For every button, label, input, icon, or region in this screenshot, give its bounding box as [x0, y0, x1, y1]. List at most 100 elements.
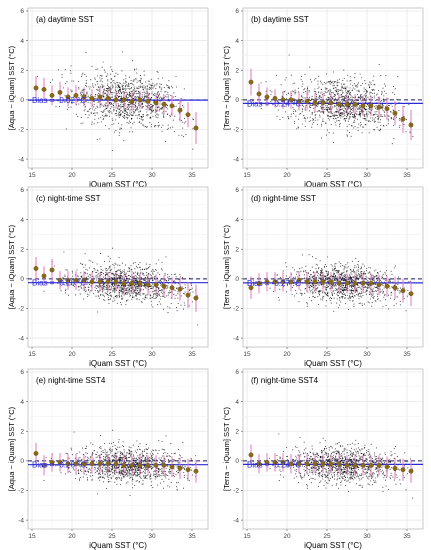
scatter-point	[360, 278, 362, 280]
scatter-point	[113, 297, 115, 299]
scatter-point	[155, 269, 157, 271]
scatter-point	[154, 297, 156, 300]
scatter-point	[365, 97, 367, 99]
scatter-point	[308, 90, 310, 92]
scatter-point	[352, 269, 355, 271]
scatter-point	[129, 293, 131, 295]
scatter-point	[319, 100, 321, 102]
scatter-point	[108, 294, 110, 296]
scatter-point	[103, 118, 105, 120]
scatter-point	[111, 106, 113, 108]
scatter-point	[399, 124, 401, 127]
scatter-point	[95, 276, 97, 278]
scatter-point	[110, 66, 112, 68]
scatter-point	[84, 291, 87, 293]
x-tick-label: 30	[363, 172, 371, 179]
scatter-point	[352, 87, 354, 89]
scatter-point	[119, 295, 121, 297]
scatter-point	[337, 291, 339, 293]
scatter-point	[292, 276, 294, 278]
scatter-point	[75, 113, 77, 115]
scatter-point	[352, 98, 354, 100]
scatter-point	[152, 279, 154, 281]
scatter-point	[161, 269, 163, 271]
scatter-point	[330, 264, 332, 266]
scatter-point	[320, 96, 322, 98]
scatter-point	[359, 112, 361, 114]
scatter-point	[126, 284, 128, 287]
scatter-point	[179, 276, 181, 278]
scatter-point	[127, 108, 130, 110]
scatter-point	[315, 78, 317, 80]
scatter-point	[379, 130, 381, 132]
scatter-point	[349, 280, 351, 282]
scatter-point	[71, 270, 73, 272]
scatter-point	[294, 92, 296, 94]
scatter-point	[348, 116, 351, 118]
scatter-point	[328, 273, 330, 275]
scatter-point	[357, 269, 359, 271]
binned-mean-point	[408, 291, 414, 297]
scatter-point	[79, 293, 81, 295]
scatter-point	[340, 292, 342, 294]
scatter-point	[327, 103, 329, 105]
scatter-point	[351, 107, 353, 110]
scatter-point	[120, 280, 122, 282]
scatter-point	[157, 304, 159, 306]
scatter-point	[151, 461, 153, 463]
scatter-point	[343, 289, 346, 291]
scatter-point	[363, 98, 365, 100]
scatter-point	[356, 110, 358, 112]
scatter-point	[100, 293, 102, 296]
scatter-point	[126, 111, 128, 113]
scatter-point	[368, 101, 370, 104]
scatter-point	[126, 276, 128, 278]
scatter-point	[108, 287, 110, 289]
scatter-point	[78, 289, 80, 291]
scatter-point	[336, 289, 338, 291]
binned-mean-point	[97, 279, 103, 285]
scatter-point	[135, 95, 137, 98]
scatter-point	[107, 83, 109, 85]
scatter-point	[351, 116, 353, 118]
scatter-point	[370, 92, 372, 94]
scatter-point	[130, 79, 132, 81]
scatter-point	[381, 278, 383, 280]
scatter-point	[343, 69, 345, 71]
scatter-point	[142, 115, 144, 117]
scatter-point	[145, 267, 147, 269]
scatter-point	[343, 77, 345, 80]
scatter-point	[326, 292, 329, 294]
scatter-point	[192, 128, 194, 130]
scatter-point	[159, 96, 161, 98]
scatter-point	[349, 275, 351, 277]
scatter-point	[169, 115, 171, 117]
scatter-point	[360, 85, 362, 87]
scatter-point	[317, 271, 319, 273]
scatter-point	[108, 267, 110, 270]
scatter-point	[157, 91, 159, 93]
scatter-point	[351, 96, 354, 98]
scatter-point	[90, 285, 92, 287]
scatter-point	[137, 278, 139, 280]
scatter-point	[335, 285, 337, 287]
scatter-point	[294, 100, 296, 102]
scatter-point	[305, 91, 307, 93]
scatter-point	[184, 461, 186, 463]
scatter-point	[111, 124, 113, 126]
scatter-point	[135, 287, 137, 289]
scatter-point	[133, 84, 135, 86]
binned-mean-point	[304, 98, 310, 104]
scatter-point	[138, 113, 140, 115]
scatter-point	[124, 288, 127, 290]
scatter-point	[169, 290, 171, 292]
scatter-point	[344, 115, 346, 117]
scatter-point	[126, 84, 128, 86]
scatter-point	[146, 106, 148, 108]
scatter-point	[287, 92, 289, 94]
scatter-point	[65, 289, 67, 291]
scatter-point	[167, 96, 169, 98]
scatter-point	[333, 275, 335, 277]
